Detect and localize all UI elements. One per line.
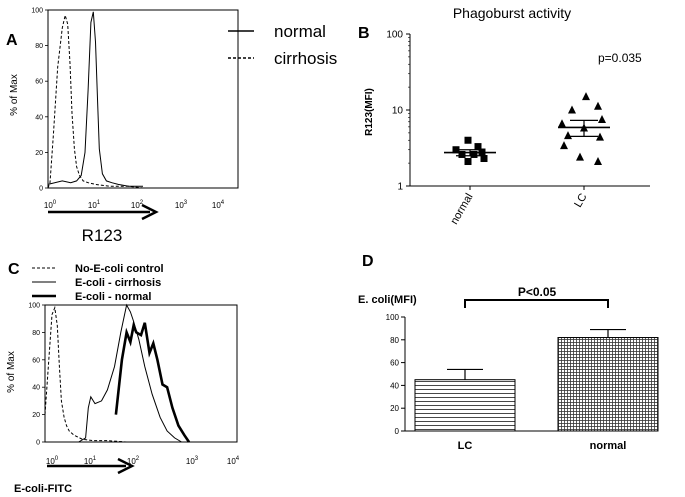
x-tick-label: 102 — [127, 456, 140, 466]
data-point — [474, 143, 482, 151]
panel-a-arrowhead — [141, 203, 159, 221]
data-point — [576, 152, 584, 161]
data-point — [594, 101, 602, 110]
data-point — [564, 131, 572, 140]
y-tick-label: 60 — [32, 357, 40, 364]
panel-c-ylabel: % of Max — [6, 351, 17, 393]
x-tick-label: normal — [448, 192, 475, 227]
panel-a-ylabel: % of Max — [9, 74, 20, 116]
bar-lc — [414, 379, 516, 432]
data-point — [596, 132, 604, 141]
y-tick-label: 40 — [390, 381, 399, 390]
panel-b-scatter: Phagoburst activity R123(MFI) 1 10 100 nor… — [364, 5, 650, 227]
data-point — [598, 114, 606, 123]
x-tick-label: normal — [590, 440, 627, 452]
legend-c-normal: E-coli - normal — [75, 291, 151, 303]
panel-label-a: A — [6, 32, 18, 49]
x-tick-label: 104 — [227, 456, 240, 466]
series-e-coli-cirrhosis — [78, 303, 182, 443]
data-point — [568, 105, 576, 114]
data-point — [452, 146, 460, 154]
data-point — [594, 157, 602, 166]
data-point — [458, 150, 466, 158]
panel-d-ylabel: E. coli(MFI) — [358, 294, 417, 306]
legend-c-cirrhosis: E-coli - cirrhosis — [75, 277, 161, 289]
y-tick-label: 0 — [39, 186, 43, 193]
panel-label-d: D — [362, 253, 374, 270]
y-tick-label: 10 — [392, 106, 404, 117]
x-tick-label: LC — [458, 440, 473, 452]
legend-a-cirrhosis: cirrhosis — [274, 49, 337, 68]
data-point — [480, 155, 488, 163]
x-tick-label: 102 — [131, 200, 144, 210]
panel-c-arrowhead — [117, 457, 135, 475]
panel-a-xlabel: R123 — [82, 226, 123, 245]
y-tick-label: 80 — [32, 330, 40, 337]
y-tick-label: 40 — [32, 385, 40, 392]
data-point — [580, 123, 588, 132]
y-tick-label: 100 — [31, 8, 43, 15]
panel-label-c: C — [8, 261, 20, 278]
panel-label-b: B — [358, 25, 370, 42]
y-tick-label: 0 — [395, 427, 400, 436]
data-point — [478, 148, 486, 156]
y-tick-label: 100 — [386, 313, 400, 322]
x-tick-label: LC — [572, 191, 589, 209]
y-tick-label: 100 — [28, 303, 40, 310]
panel-b-title: Phagoburst activity — [453, 5, 571, 21]
panel-c-frame — [44, 304, 238, 443]
panel-a-histogram: % of Max 0 20 40 60 80 100 100 101 102 103 104 R1… — [9, 8, 337, 246]
x-tick-label: 104 — [212, 200, 225, 210]
y-tick-label: 60 — [390, 359, 399, 368]
panel-c-histogram: No-E-coli control E-coli - cirrhosis E-c… — [6, 263, 240, 495]
series-normal — [47, 11, 143, 187]
data-point — [582, 92, 590, 101]
legend-c-control: No-E-coli control — [75, 263, 164, 275]
series-no-e-coli-control — [44, 305, 141, 443]
y-tick-label: 80 — [390, 336, 399, 345]
x-tick-label: 103 — [175, 200, 188, 210]
panel-d-bar: E. coli(MFI) 0 20 40 60 80 100 LC normal P<0.0… — [358, 285, 659, 452]
y-tick-label: 40 — [35, 114, 43, 121]
x-tick-label: 101 — [84, 456, 97, 466]
y-tick-label: 20 — [32, 412, 40, 419]
bar-normal — [557, 337, 659, 432]
data-point — [558, 119, 566, 128]
x-tick-label: 101 — [88, 200, 101, 210]
data-point — [470, 150, 478, 158]
y-tick-label: 80 — [35, 43, 43, 50]
x-tick-label: 100 — [44, 200, 57, 210]
y-tick-label: 60 — [35, 79, 43, 86]
y-tick-label: 100 — [386, 30, 403, 41]
x-tick-label: 100 — [46, 456, 59, 466]
legend-a-normal: normal — [274, 22, 326, 41]
series-e-coli-normal — [114, 321, 191, 443]
series-cirrhosis — [47, 15, 144, 189]
panel-d-significance-bracket — [464, 299, 609, 308]
panel-b-ylabel: R123(MFI) — [364, 88, 375, 136]
panel-b-pvalue: p=0.035 — [598, 51, 642, 65]
y-tick-label: 0 — [36, 440, 40, 447]
data-point — [464, 158, 472, 166]
y-tick-label: 20 — [390, 404, 399, 413]
x-tick-label: 103 — [186, 456, 199, 466]
data-point — [560, 141, 568, 150]
y-tick-label: 1 — [397, 182, 403, 193]
panel-d-pvalue: P<0.05 — [518, 285, 557, 299]
panel-a-frame — [47, 9, 239, 189]
y-tick-label: 20 — [35, 150, 43, 157]
panel-c-xlabel: E-coli-FITC — [14, 483, 72, 495]
data-point — [464, 136, 472, 144]
